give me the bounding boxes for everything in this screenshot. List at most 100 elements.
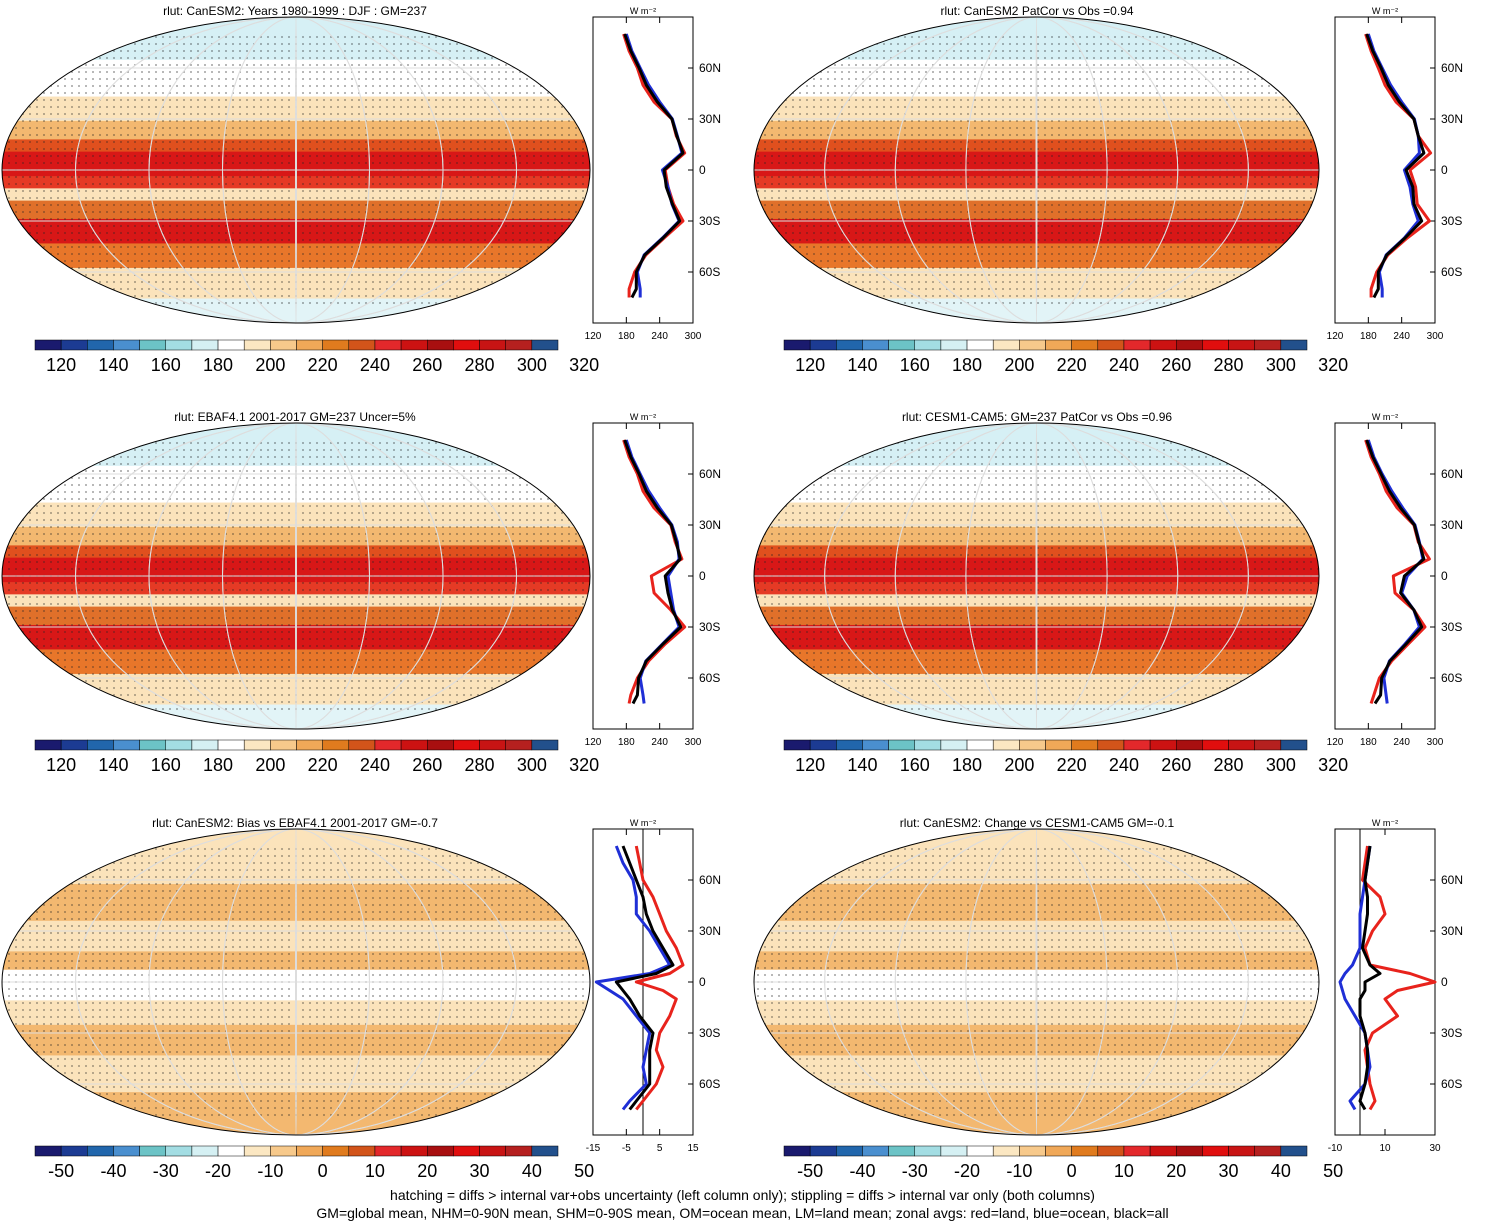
panel-3: rlut: EBAF4.1 2001-2017 GM=237 Uncer=5% … (0, 406, 742, 806)
colorbar-cell (505, 739, 533, 751)
zonal-x-label: -10 (1328, 1143, 1343, 1154)
zonal-lat-label: 60N (1441, 467, 1463, 481)
colorbar-cell (531, 739, 559, 751)
colorbar-tick-label: 320 (1318, 355, 1348, 375)
colorbar-cell (322, 1145, 350, 1157)
panel-title: rlut: EBAF4.1 2001-2017 GM=237 Uncer=5% (174, 410, 416, 424)
graticule-lon (222, 17, 370, 323)
zonal-unit-label: W m⁻² (630, 6, 656, 16)
colorbar-cell (348, 339, 376, 351)
colorbar-cell (1045, 739, 1072, 751)
zonal-line-all (1365, 33, 1426, 299)
colorbar-cell (862, 739, 889, 751)
colorbar-tick-label: 20 (1166, 1161, 1186, 1181)
colorbar-cell (113, 1145, 140, 1157)
colorbar-cell (139, 339, 167, 351)
colorbar-tick-label: 200 (255, 755, 285, 775)
colorbar-cell (862, 1145, 889, 1157)
zonal-lat-label: 30N (1441, 112, 1463, 126)
zonal-lat-label: 60N (1441, 61, 1463, 75)
zonal-x-label: 240 (1393, 331, 1410, 342)
colorbar-tick-label: 140 (98, 355, 128, 375)
colorbar-tick-label: 180 (203, 755, 233, 775)
panel-graphics: 120 140 160 180 200 220 240 260 280 300 320 60N 30N 0… (1, 412, 721, 775)
zonal-line-all (1365, 439, 1426, 705)
colorbar-cell (1045, 1145, 1072, 1157)
zonal-plot: 60N 30N 0 30S 60S 120 180 240 300 W m⁻² (585, 412, 721, 748)
panel-1: rlut: CanESM2: Years 1980-1999 : DJF : G… (0, 0, 742, 400)
colorbar-cell (1280, 1145, 1308, 1157)
colorbar-cell (809, 739, 837, 751)
zonal-x-label: 240 (651, 331, 668, 342)
zonal-line-land (1364, 33, 1433, 298)
zonal-x-label: 240 (1393, 737, 1410, 748)
colorbar-cell (348, 739, 376, 751)
colorbar-cell (914, 739, 942, 751)
colorbar-tick-label: 160 (151, 355, 181, 375)
colorbar-cell (1019, 1145, 1046, 1157)
graticule-lon (148, 423, 444, 729)
colorbar: 120 140 160 180 200 220 240 260 280 300 320 (34, 339, 599, 375)
colorbar-tick-label: -30 (153, 1161, 179, 1181)
colorbar-cell (1097, 1145, 1125, 1157)
colorbar-cell (1176, 1145, 1203, 1157)
colorbar-tick-label: 0 (318, 1161, 328, 1181)
colorbar-tick-label: -20 (954, 1161, 980, 1181)
colorbar-tick-label: 40 (522, 1161, 542, 1181)
colorbar: 120 140 160 180 200 220 240 260 280 300 320 (34, 739, 599, 775)
map-outline (753, 16, 1320, 324)
colorbar-cell (400, 739, 428, 751)
colorbar-cell (940, 739, 968, 751)
colorbar-cell (531, 339, 559, 351)
colorbar-cell (400, 1145, 428, 1157)
colorbar-cell (296, 339, 323, 351)
panel-2: rlut: CanESM2 PatCor vs Obs =0.94 120 140… (742, 0, 1485, 400)
colorbar-tick-label: 140 (98, 755, 128, 775)
colorbar-tick-label: 280 (1214, 755, 1244, 775)
zonal-plot: 60N 30N 0 30S 60S 120 180 240 300 W m⁻² (1327, 412, 1463, 748)
zonal-unit-label: W m⁻² (1372, 412, 1398, 422)
colorbar-cell (1228, 739, 1255, 751)
colorbar-tick-label: 320 (569, 355, 599, 375)
colorbar-cell (505, 339, 533, 351)
graticule-lon (824, 829, 1249, 1135)
map-field (754, 17, 1319, 323)
graticule-lon (222, 423, 370, 729)
zonal-x-label: 180 (618, 331, 635, 342)
graticule-lon (824, 423, 1249, 729)
colorbar-tick-label: 220 (308, 755, 338, 775)
zonal-line-ocean (594, 845, 672, 1111)
colorbar-tick-label: 40 (1271, 1161, 1291, 1181)
colorbar: -50 -40 -30 -20 -10 0 10 20 30 40 50 (783, 1145, 1343, 1181)
colorbar-cell (296, 739, 323, 751)
zonal-line-ocean (1338, 845, 1372, 1111)
zonal-line-all (623, 33, 685, 299)
panel-title: rlut: CanESM2: Bias vs EBAF4.1 2001-2017… (152, 816, 438, 830)
zonal-unit-label: W m⁻² (1372, 818, 1398, 828)
colorbar-cell (243, 339, 271, 351)
colorbar-tick-label: 50 (1323, 1161, 1343, 1181)
colorbar-cell (1097, 739, 1125, 751)
zonal-lat-label: 60N (699, 873, 721, 887)
zonal-x-label: 300 (1427, 331, 1444, 342)
zonal-lat-label: 30N (1441, 924, 1463, 938)
zonal-lat-label: 30S (699, 1026, 720, 1040)
colorbar-cell (296, 1145, 323, 1157)
colorbar-cell (888, 739, 916, 751)
zonal-frame (1334, 16, 1436, 324)
zonal-lat-label: 0 (699, 163, 706, 177)
zonal-x-label: 10 (1379, 1143, 1391, 1154)
colorbar-tick-label: 320 (1318, 755, 1348, 775)
colorbar-cell (783, 339, 811, 351)
colorbar-cell (217, 1145, 245, 1157)
colorbar-tick-label: 120 (46, 355, 76, 375)
colorbar-tick-label: 30 (470, 1161, 490, 1181)
graticule-lon (75, 829, 517, 1135)
graticule-lon (295, 423, 297, 729)
colorbar-tick-label: 260 (412, 755, 442, 775)
colorbar-cell (1176, 739, 1203, 751)
colorbar-tick-label: 280 (1214, 355, 1244, 375)
colorbar-cell (888, 339, 916, 351)
colorbar-cell (940, 1145, 968, 1157)
zonal-lat-label: 30S (699, 214, 720, 228)
